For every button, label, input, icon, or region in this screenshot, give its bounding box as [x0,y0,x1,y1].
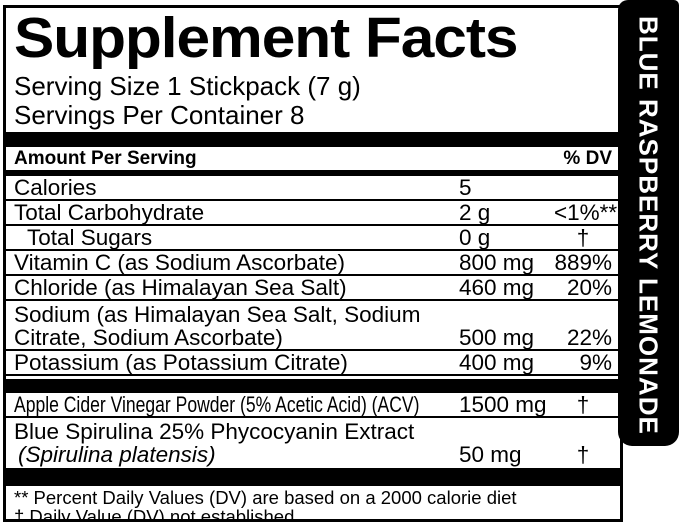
nutrient-dv: <1%** [554,200,618,225]
serving-size-text: Serving Size 1 Stickpack (7 g) [14,71,361,101]
nutrient-dv: † [576,225,590,250]
amount-per-serving-header: Amount Per Serving [14,148,197,169]
nutrient-name: Blue Spirulina 25% Phycocyanin Extract (… [14,420,459,466]
table-row-vitamin-c: Vitamin C (as Sodium Ascorbate) 800 mg 8… [6,251,620,276]
nutrient-latin-name: (Spirulina platensis) [18,442,216,467]
nutrient-amount: 500 mg [459,325,535,350]
nutrient-name: Apple Cider Vinegar Powder (5% Acetic Ac… [14,393,459,416]
divider-bar-thick-middle [6,379,620,393]
nutrient-name: Vitamin C (as Sodium Ascorbate) [14,250,345,275]
nutrient-amount: 800 mg [459,250,535,275]
nutrient-dv: 889% [554,250,612,275]
nutrient-amount: 2 g [459,200,491,225]
flavor-name: BLUE RASPBERRY LEMONADE [633,16,664,435]
nutrient-name: Potassium (as Potassium Citrate) [14,350,348,375]
panel-title: Supplement Facts [14,6,518,70]
table-row-total-carbohydrate: Total Carbohydrate 2 g <1%** [6,201,620,226]
nutrient-amount: 1500 mg [459,392,547,417]
nutrient-amount: 5 [459,175,472,200]
table-row-sodium: Sodium (as Himalayan Sea Salt, Sodium Ci… [6,301,620,351]
nutrient-name-line1: Sodium (as Himalayan Sea Salt, Sodium [14,302,421,327]
nutrient-dv: † [576,442,590,467]
divider-bar-thick-top [6,132,620,147]
table-row-potassium: Potassium (as Potassium Citrate) 400 mg … [6,351,620,376]
table-row-apple-cider-vinegar: Apple Cider Vinegar Powder (5% Acetic Ac… [6,393,620,418]
nutrient-name-condensed: Apple Cider Vinegar Powder (5% Acetic Ac… [14,392,420,417]
supplement-facts-panel: Supplement Facts Serving Size 1 Stickpac… [3,5,623,522]
nutrient-dv: 9% [579,350,612,375]
nutrient-name: Total Carbohydrate [14,200,205,225]
percent-dv-header: % DV [563,148,612,169]
nutrient-name-line2: Citrate, Sodium Ascorbate) [14,325,283,350]
nutrient-dv: 22% [566,325,612,350]
column-header-row: Amount Per Serving % DV [6,147,620,170]
nutrient-name: Chloride (as Himalayan Sea Salt) [14,275,347,300]
table-row-chloride: Chloride (as Himalayan Sea Salt) 460 mg … [6,276,620,301]
nutrient-name-line1: Blue Spirulina 25% Phycocyanin Extract [14,419,415,444]
nutrient-name: Calories [14,175,97,200]
nutrient-amount: 0 g [459,225,491,250]
nutrient-name: Total Sugars [27,225,153,250]
nutrient-dv: † [576,392,590,417]
divider-bar-thick-bottom [6,468,620,486]
nutrient-name: Sodium (as Himalayan Sea Salt, Sodium Ci… [14,303,459,349]
servings-per-container-text: Servings Per Container 8 [14,100,305,130]
nutrient-amount: 50 mg [459,442,522,467]
table-row-blue-spirulina: Blue Spirulina 25% Phycocyanin Extract (… [6,418,620,467]
nutrient-amount: 460 mg [459,275,535,300]
divider-bar-medium [6,170,620,176]
footnote-dagger: † Daily Value (DV) not established [14,506,295,522]
nutrient-dv: 20% [566,275,612,300]
flavor-strip: BLUE RASPBERRY LEMONADE [618,0,679,446]
nutrient-amount: 400 mg [459,350,535,375]
footnote-percent-dv: ** Percent Daily Values (DV) are based o… [14,487,517,508]
table-row-total-sugars: Total Sugars 0 g † [6,226,620,251]
table-row-calories: Calories 5 [6,176,620,201]
